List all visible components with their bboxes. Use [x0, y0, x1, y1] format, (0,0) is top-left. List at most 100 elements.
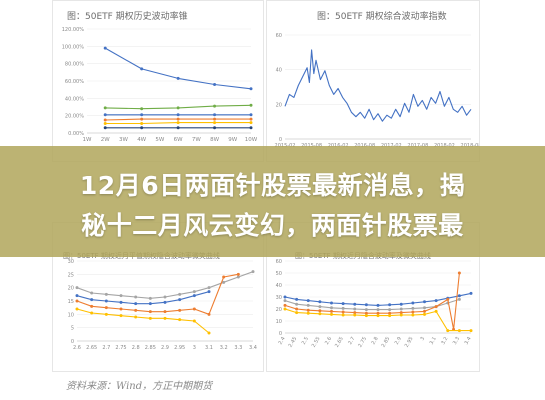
data-point	[399, 311, 403, 315]
data-point	[134, 315, 138, 319]
data-point	[140, 107, 144, 111]
x-tick-label: 3.4	[249, 345, 257, 351]
data-point	[222, 275, 226, 279]
data-point	[295, 311, 299, 315]
y-tick-label: 60	[276, 259, 282, 265]
x-tick-label: 3.3	[452, 336, 461, 346]
x-tick-label: 3.2	[220, 345, 228, 351]
data-point	[364, 314, 368, 318]
x-tick-label: 2.9	[394, 336, 403, 346]
data-point	[330, 306, 333, 310]
data-point	[176, 126, 180, 130]
data-point	[306, 303, 310, 307]
x-tick-label: 2.9	[161, 345, 169, 351]
data-point	[469, 329, 473, 333]
data-point	[446, 329, 450, 333]
data-point	[411, 313, 415, 317]
x-tick-label: 3.4	[464, 336, 473, 346]
x-tick-label: 5W	[155, 137, 164, 143]
x-tick-label: 2.7	[347, 336, 356, 346]
data-point	[399, 302, 403, 306]
data-point	[207, 286, 211, 290]
x-tick-label: 1W	[83, 137, 92, 143]
data-point	[353, 313, 357, 317]
y-tick-label: 15	[68, 299, 74, 305]
data-point	[148, 316, 152, 320]
data-point	[103, 126, 107, 130]
chart-title-vol-cone: 图：50ETF 期权历史波动率锥	[67, 12, 188, 22]
data-point	[192, 307, 196, 311]
x-tick-label: 3.3	[234, 345, 242, 351]
data-point	[388, 308, 392, 312]
data-point	[90, 291, 94, 295]
data-point	[140, 117, 144, 121]
data-point	[353, 302, 357, 306]
x-tick-label: 2.5	[301, 336, 310, 346]
y-tick-label: 60	[276, 33, 282, 39]
x-tick-label: 3.1	[429, 336, 438, 346]
data-point	[376, 314, 380, 318]
data-point	[222, 280, 226, 284]
x-tick-label: 2.65	[86, 345, 97, 351]
data-point	[148, 296, 152, 300]
data-point	[134, 302, 138, 306]
data-point	[163, 310, 167, 314]
data-point	[364, 303, 368, 307]
x-tick-label: 9W	[228, 137, 237, 143]
data-point	[140, 113, 144, 117]
y-tick-label: 80.00%	[65, 62, 84, 68]
data-point	[283, 299, 287, 303]
x-tick-label: 2.85	[145, 345, 156, 351]
x-tick-label: 6W	[174, 137, 183, 143]
x-tick-label: 3.1	[205, 345, 213, 351]
y-tick-label: 10	[68, 312, 74, 318]
data-point	[178, 308, 182, 312]
x-tick-label: 2.65	[334, 336, 345, 349]
data-point	[434, 309, 438, 313]
data-point	[457, 271, 461, 275]
data-point	[90, 311, 94, 315]
data-point	[75, 307, 79, 311]
data-point	[446, 297, 450, 301]
data-point	[411, 306, 415, 310]
data-point	[163, 316, 167, 320]
y-tick-label: 0.00%	[68, 131, 84, 137]
x-tick-label: 3	[419, 336, 426, 342]
data-point	[103, 113, 107, 117]
y-tick-label: 30	[68, 259, 74, 265]
data-point	[207, 290, 211, 294]
data-point	[376, 303, 380, 307]
y-tick-label: 40	[276, 68, 282, 74]
x-tick-label: 3	[193, 345, 196, 351]
series-line	[104, 47, 252, 90]
x-tick-label: 2.45	[288, 336, 299, 349]
data-point	[251, 270, 255, 274]
y-tick-label: 20	[68, 286, 74, 292]
data-point	[353, 307, 357, 311]
data-point	[434, 299, 438, 303]
data-point	[213, 121, 217, 125]
data-point	[213, 104, 217, 108]
data-point	[104, 299, 108, 303]
data-point	[148, 302, 152, 306]
headline-line-2[interactable]: 秘十二月风云变幻，两面针股票最	[81, 211, 464, 240]
data-point	[283, 303, 287, 307]
data-point	[411, 310, 415, 314]
series-line	[284, 298, 460, 311]
x-tick-label: 2.7	[102, 345, 110, 351]
data-point	[134, 295, 138, 299]
data-point	[75, 286, 79, 290]
data-point	[119, 294, 123, 298]
data-point	[140, 126, 144, 130]
data-point	[119, 300, 123, 304]
headline-line-1[interactable]: 12月6日两面针股票最新消息，揭	[79, 171, 466, 200]
y-tick-label: 10	[276, 319, 282, 325]
y-tick-label: 0	[71, 339, 74, 345]
data-point	[103, 118, 107, 122]
data-point	[213, 82, 217, 86]
data-point	[104, 306, 108, 310]
headline-banner: 12月6日两面针股票最新消息，揭 秘十二月风云变幻，两面针股票最	[0, 146, 545, 257]
data-point	[318, 305, 322, 309]
data-point	[306, 311, 310, 315]
data-point	[163, 295, 167, 299]
